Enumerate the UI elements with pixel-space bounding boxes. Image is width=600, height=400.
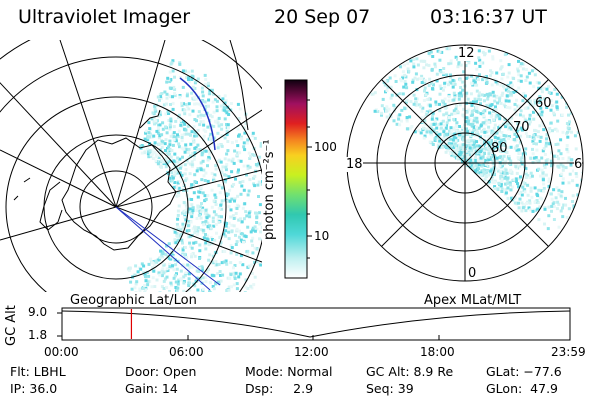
colorbar — [284, 79, 312, 279]
colorbar-tick-100: 100 — [314, 140, 337, 154]
instrument-title: Ultraviolet Imager — [18, 6, 191, 28]
terminator-lines — [115, 206, 221, 291]
glat-info: GLat: −77.6 — [486, 364, 562, 379]
gain-info: Gain: 14 — [125, 381, 178, 396]
geographic-map — [0, 40, 262, 292]
seq-info: Seq: 39 — [366, 381, 414, 396]
time-label: 03:16:37 UT — [430, 6, 547, 28]
mlt-label-18: 18 — [346, 157, 363, 172]
colorbar-unit-label: photon cm⁻²s⁻¹ — [262, 139, 277, 240]
x-tick-12: 12:00 — [294, 345, 329, 359]
glon-info: GLon: 47.9 — [486, 381, 558, 396]
x-tick-00: 00:00 — [44, 345, 79, 359]
y-tick-1-8: 1.8 — [28, 328, 48, 342]
x-tick-18: 18:00 — [420, 345, 455, 359]
dsp-info: Dsp: 2.9 — [245, 381, 314, 396]
gc-alt-axis-label: GC Alt — [4, 305, 19, 346]
mlat-label-80: 80 — [491, 141, 508, 156]
ip-info: IP: 36.0 — [10, 381, 58, 396]
mlat-label-70: 70 — [513, 120, 530, 135]
mlt-label-6: 6 — [574, 157, 583, 172]
date-label: 20 Sep 07 — [274, 6, 371, 28]
mlat-label-60: 60 — [535, 96, 552, 111]
aurora-emission-right — [370, 46, 583, 231]
gc-alt-info: GC Alt: 8.9 Re — [366, 364, 454, 379]
y-tick-9: 9.0 — [28, 305, 48, 319]
door-info: Door: Open — [125, 364, 197, 379]
colorbar-tick-10: 10 — [314, 229, 330, 243]
antarctica-coastline — [61, 137, 177, 251]
aurora-emission-left — [126, 59, 262, 292]
filter-info: Flt: LBHL — [10, 364, 66, 379]
mlt-label-0: 0 — [468, 266, 477, 281]
polar-plot — [346, 44, 584, 282]
apex-mlat-mlt-label: Apex MLat/MLT — [424, 293, 522, 308]
mlt-label-12: 12 — [458, 46, 475, 61]
lat-lon-grid — [0, 40, 262, 292]
x-tick-06: 06:00 — [169, 345, 204, 359]
geo-lat-lon-label: Geographic Lat/Lon — [70, 293, 197, 308]
x-tick-2359: 23:59 — [551, 345, 586, 359]
timeline-panel — [57, 307, 571, 341]
mode-info: Mode: Normal — [245, 364, 333, 379]
